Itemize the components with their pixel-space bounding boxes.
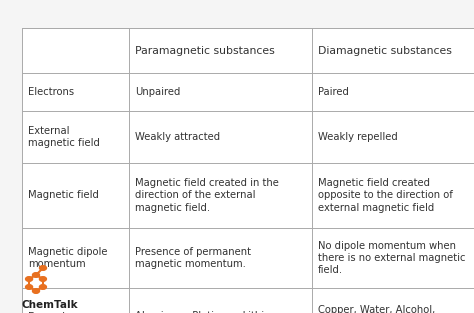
- Text: External
magnetic field: External magnetic field: [28, 126, 100, 148]
- Text: Paramagnetic substances: Paramagnetic substances: [135, 45, 275, 55]
- Text: Unpaired: Unpaired: [135, 87, 181, 97]
- Text: Weakly repelled: Weakly repelled: [318, 132, 398, 142]
- Text: Examples: Examples: [28, 311, 76, 313]
- Text: Weakly attracted: Weakly attracted: [135, 132, 220, 142]
- Text: Magnetic field created
opposite to the direction of
external magnetic field: Magnetic field created opposite to the d…: [318, 178, 453, 213]
- Text: Aluminum, Platinum, Lithium: Aluminum, Platinum, Lithium: [135, 311, 280, 313]
- Circle shape: [33, 273, 39, 277]
- Text: Electrons: Electrons: [28, 87, 74, 97]
- Circle shape: [26, 277, 33, 281]
- Text: Magnetic field: Magnetic field: [28, 191, 99, 201]
- Text: Magnetic dipole
momentum: Magnetic dipole momentum: [28, 247, 108, 269]
- Text: Paired: Paired: [318, 87, 349, 97]
- Text: Diamagnetic substances: Diamagnetic substances: [318, 45, 452, 55]
- Circle shape: [39, 266, 46, 270]
- Circle shape: [33, 289, 39, 293]
- Circle shape: [39, 277, 46, 281]
- Text: Presence of permanent
magnetic momentum.: Presence of permanent magnetic momentum.: [135, 247, 251, 269]
- Text: No dipole momentum when
there is no external magnetic
field.: No dipole momentum when there is no exte…: [318, 241, 465, 275]
- Text: Copper, Water, Alcohol,
Hydrogen: Copper, Water, Alcohol, Hydrogen: [318, 305, 435, 313]
- Circle shape: [39, 285, 46, 289]
- Circle shape: [26, 285, 33, 289]
- Text: ChemTalk: ChemTalk: [22, 300, 79, 310]
- Text: Magnetic field created in the
direction of the external
magnetic field.: Magnetic field created in the direction …: [135, 178, 279, 213]
